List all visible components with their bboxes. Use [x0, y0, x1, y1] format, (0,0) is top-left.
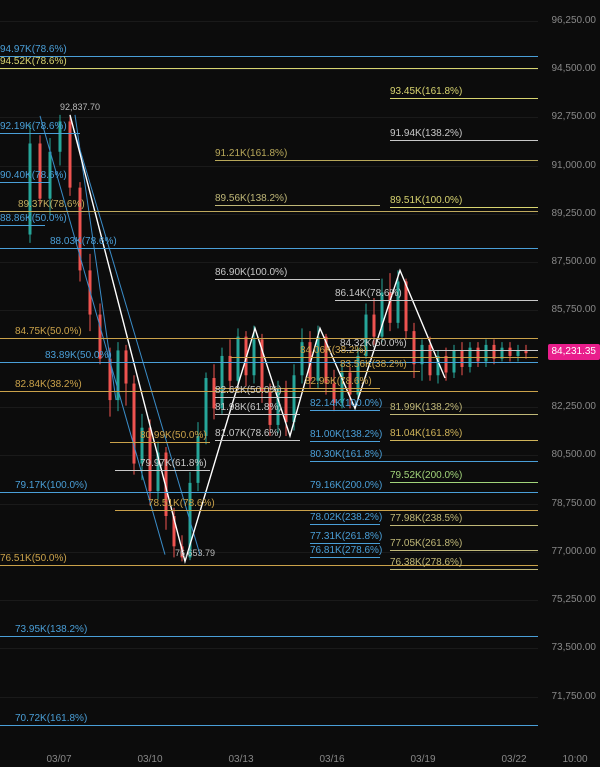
chart-svg — [0, 0, 600, 767]
fib-level-line — [310, 441, 380, 442]
fib-level-label: 79.52K(200.0%) — [390, 471, 462, 481]
fib-level-line — [0, 248, 538, 249]
fib-level-line — [390, 550, 538, 551]
fib-level-label: 76.51K(50.0%) — [0, 554, 67, 564]
fib-level-label: 89.37K(78.6%) — [18, 200, 85, 210]
fib-level-label: 77.05K(261.8%) — [390, 539, 462, 549]
fib-level-line — [310, 492, 380, 493]
fib-level-line — [0, 182, 50, 183]
fib-level-label: 79.16K(200.0%) — [310, 481, 382, 491]
fib-level-line — [390, 414, 538, 415]
fib-level-line — [390, 207, 538, 208]
fib-level-line — [390, 98, 538, 99]
fib-level-line — [215, 414, 300, 415]
fib-level-label: 86.14K(78.6%) — [335, 289, 402, 299]
fib-level-label: 80.30K(161.8%) — [310, 450, 382, 460]
fib-level-line — [390, 569, 538, 570]
fib-level-label: 88.86K(50.0%) — [0, 214, 67, 224]
fib-level-line — [0, 362, 538, 363]
fib-level-label: 91.21K(161.8%) — [215, 149, 287, 159]
fib-level-line — [0, 725, 538, 726]
price-annotation: 92,837.70 — [60, 102, 100, 112]
fib-level-line — [310, 410, 380, 411]
fib-level-label: 88.03K(78.6%) — [50, 237, 117, 247]
fib-level-line — [390, 440, 538, 441]
fib-level-label: 84.75K(50.0%) — [15, 327, 82, 337]
fib-level-label: 80.99K(50.0%) — [140, 431, 207, 441]
price-annotation: 76,653.79 — [175, 548, 215, 558]
fib-level-line — [0, 492, 538, 493]
fib-level-line — [0, 225, 45, 226]
fib-level-label: 82.14K(100.0%) — [310, 399, 382, 409]
fib-level-label: 81.98K(61.8%) — [215, 403, 282, 413]
fib-level-line — [0, 636, 538, 637]
fib-level-line — [390, 140, 538, 141]
fib-level-label: 84.06K(38.2%) — [300, 346, 367, 356]
fib-level-label: 81.99K(138.2%) — [390, 403, 462, 413]
fib-level-line — [215, 205, 380, 206]
fib-level-line — [390, 525, 538, 526]
fib-level-label: 83.56K(38.2%) — [340, 360, 407, 370]
fib-level-label: 92.19K(78.6%) — [0, 122, 67, 132]
fib-level-label: 81.07K(78.6%) — [215, 429, 282, 439]
fib-level-label: 91.94K(138.2%) — [390, 129, 462, 139]
fib-level-label: 89.56K(138.2%) — [215, 194, 287, 204]
fib-level-line — [340, 371, 420, 372]
fib-level-label: 76.81K(278.6%) — [310, 546, 382, 556]
fib-level-label: 94.97K(78.6%) — [0, 45, 67, 55]
fib-level-label: 77.98K(238.5%) — [390, 514, 462, 524]
price-chart[interactable]: 96,250.0094,500.0092,750.0091,000.0089,2… — [0, 0, 600, 767]
fib-level-label: 77.31K(261.8%) — [310, 532, 382, 542]
fib-level-line — [0, 56, 538, 57]
fib-level-label: 82.95K(78.6%) — [305, 377, 372, 387]
fib-level-line — [310, 461, 538, 462]
fib-level-line — [215, 160, 538, 161]
fib-level-label: 78.51K(78.6%) — [148, 499, 215, 509]
fib-level-line — [215, 440, 300, 441]
fib-level-line — [0, 211, 538, 212]
fib-level-label: 94.52K(78.6%) — [0, 57, 67, 67]
fib-level-label: 76.38K(278.6%) — [390, 558, 462, 568]
fib-level-line — [0, 338, 538, 339]
fib-level-label: 70.72K(161.8%) — [15, 714, 87, 724]
fib-level-line — [310, 524, 380, 525]
fib-level-label: 93.45K(161.8%) — [390, 87, 462, 97]
fib-level-line — [310, 557, 380, 558]
fib-level-line — [115, 470, 210, 471]
fib-level-line — [0, 133, 80, 134]
fib-level-line — [335, 300, 538, 301]
fib-level-label: 78.02K(238.2%) — [310, 513, 382, 523]
fib-level-line — [0, 68, 538, 69]
fib-level-label: 81.04K(161.8%) — [390, 429, 462, 439]
fib-level-line — [340, 350, 538, 351]
fib-level-label: 86.90K(100.0%) — [215, 268, 287, 278]
fib-level-label: 73.95K(138.2%) — [15, 625, 87, 635]
fib-level-label: 83.89K(50.0%) — [45, 351, 112, 361]
fib-level-label: 79.17K(100.0%) — [15, 481, 87, 491]
fib-level-label: 82.62K(50.0%) — [215, 386, 282, 396]
fib-level-label: 89.51K(100.0%) — [390, 196, 462, 206]
fib-level-line — [390, 482, 538, 483]
last-price-badge: 84,231.35 — [548, 344, 600, 360]
fib-level-label: 81.00K(138.2%) — [310, 430, 382, 440]
fib-level-line — [215, 279, 380, 280]
fib-level-label: 82.84K(38.2%) — [15, 380, 82, 390]
fib-level-label: 79.97K(61.8%) — [140, 459, 207, 469]
fib-level-label: 90.40K(78.6%) — [0, 171, 67, 181]
fib-level-line — [110, 442, 210, 443]
fib-level-line — [215, 397, 300, 398]
